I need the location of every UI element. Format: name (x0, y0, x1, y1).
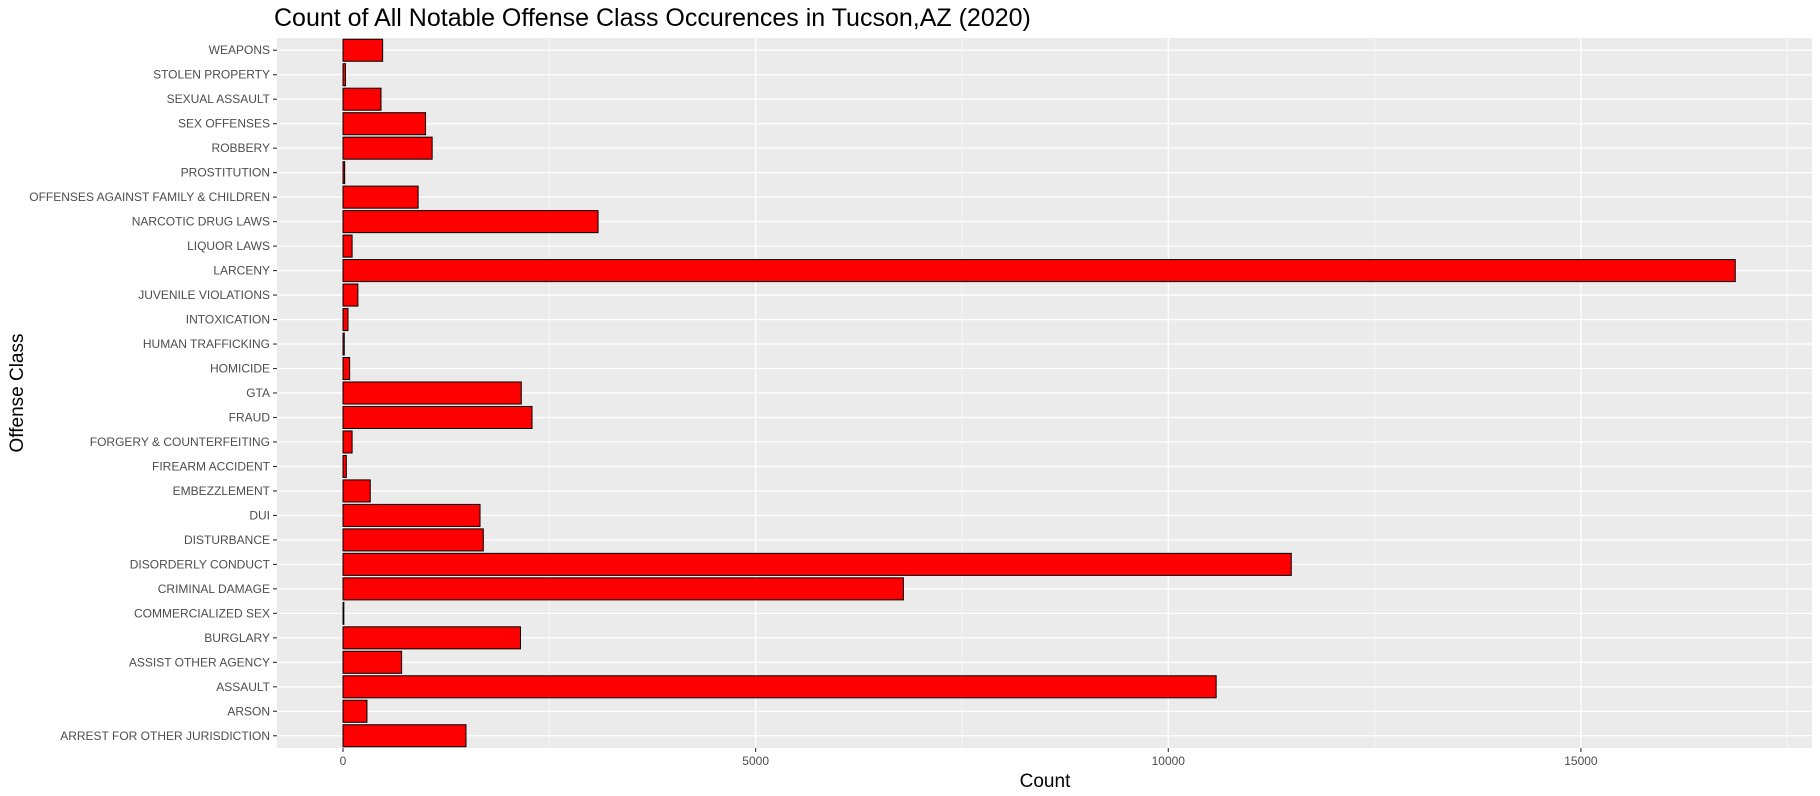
category-label: FORGERY & COUNTERFEITING (90, 435, 270, 449)
category-label: LIQUOR LAWS (187, 239, 270, 253)
bar (342, 724, 467, 748)
category-label: WEAPONS (209, 43, 270, 57)
category-label: DISTURBANCE (184, 533, 270, 547)
bar (342, 528, 484, 552)
category-label: CRIMINAL DAMAGE (158, 582, 270, 596)
category-label: STOLEN PROPERTY (153, 68, 270, 82)
bar (342, 626, 521, 650)
category-label: DUI (249, 508, 270, 522)
bar (342, 503, 481, 527)
bar (342, 87, 382, 111)
category-label: HOMICIDE (210, 362, 270, 376)
category-label: NARCOTIC DRUG LAWS (132, 215, 270, 229)
bar (342, 675, 1217, 699)
bar (342, 454, 347, 478)
category-label: SEX OFFENSES (178, 117, 270, 131)
bar (342, 161, 346, 185)
bar (342, 308, 349, 332)
bars (342, 38, 1736, 748)
category-label: INTOXICATION (186, 313, 270, 327)
bar (342, 479, 371, 503)
category-label: ROBBERY (212, 141, 270, 155)
category-label: BURGLARY (204, 631, 270, 645)
bar (342, 38, 384, 62)
category-label: JUVENILE VIOLATIONS (138, 288, 270, 302)
x-tick-label: 10000 (1152, 754, 1186, 768)
category-label: GTA (246, 386, 270, 400)
category-label: ARREST FOR OTHER JURISDICTION (60, 729, 270, 743)
category-label: ARSON (227, 704, 270, 718)
bar (342, 650, 403, 674)
bar (342, 552, 1292, 576)
category-label: EMBEZZLEMENT (173, 484, 271, 498)
bar (342, 283, 359, 307)
category-label: SEXUAL ASSAULT (167, 92, 271, 106)
bar (342, 185, 419, 209)
y-axis-title: Offense Class (7, 334, 28, 453)
category-label: DISORDERLY CONDUCT (130, 557, 271, 571)
category-label: ASSAULT (216, 680, 270, 694)
x-tick-labels: 0 5000 10000 15000 (340, 748, 1598, 768)
bar (342, 405, 533, 429)
x-tick-label: 5000 (742, 754, 769, 768)
bar (342, 601, 345, 625)
bar (342, 357, 351, 381)
bar (342, 699, 368, 723)
bar (342, 259, 1736, 283)
category-label: ASSIST OTHER AGENCY (129, 655, 270, 669)
category-label: COMMERCIALIZED SEX (134, 606, 270, 620)
x-tick-label: 15000 (1564, 754, 1598, 768)
bar (342, 63, 346, 87)
bar (342, 112, 427, 136)
category-label: FRAUD (229, 410, 271, 424)
bar (342, 381, 522, 405)
bar (342, 332, 345, 356)
chart-title: Count of All Notable Offense Class Occur… (274, 4, 1031, 32)
bar (342, 577, 904, 601)
bar (342, 234, 353, 258)
x-axis-title: Count (1020, 771, 1071, 792)
category-label: LARCENY (213, 264, 270, 278)
bar (342, 210, 599, 234)
category-label: PROSTITUTION (181, 166, 270, 180)
category-label: OFFENSES AGAINST FAMILY & CHILDREN (29, 190, 270, 204)
category-label: FIREARM ACCIDENT (152, 459, 271, 473)
bar (342, 430, 353, 454)
grid-lines (277, 38, 1812, 748)
bar (342, 136, 433, 160)
category-label: HUMAN TRAFFICKING (143, 337, 270, 351)
category-labels: WEAPONS STOLEN PROPERTY SEXUAL ASSAULT SEX … (29, 43, 277, 743)
x-tick-label: 0 (340, 754, 347, 768)
